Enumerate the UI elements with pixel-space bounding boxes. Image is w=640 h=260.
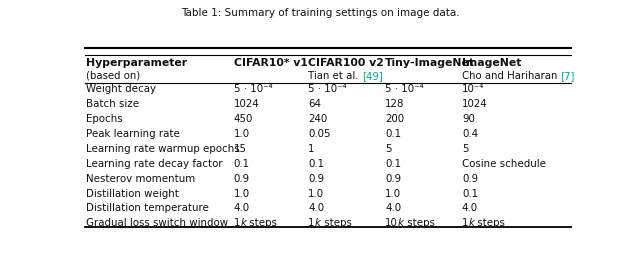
Text: Distillation temperature: Distillation temperature bbox=[86, 204, 209, 213]
Text: 0.9: 0.9 bbox=[234, 174, 250, 184]
Text: 1.0: 1.0 bbox=[234, 129, 250, 139]
Text: 5 · 10⁻⁴: 5 · 10⁻⁴ bbox=[234, 84, 273, 94]
Text: Tian et al.: Tian et al. bbox=[308, 71, 362, 81]
Text: Batch size: Batch size bbox=[86, 99, 139, 109]
Text: CIFAR100 v2: CIFAR100 v2 bbox=[308, 58, 384, 68]
Text: 5: 5 bbox=[462, 144, 468, 154]
Text: Peak learning rate: Peak learning rate bbox=[86, 129, 180, 139]
Text: 1024: 1024 bbox=[234, 99, 259, 109]
Text: 15: 15 bbox=[234, 144, 247, 154]
Text: steps: steps bbox=[474, 218, 505, 228]
Text: [7]: [7] bbox=[561, 71, 575, 81]
Text: 1: 1 bbox=[234, 218, 240, 228]
Text: 90: 90 bbox=[462, 114, 475, 124]
Text: k: k bbox=[240, 218, 246, 228]
Text: 0.1: 0.1 bbox=[385, 159, 401, 169]
Text: 1.0: 1.0 bbox=[308, 188, 324, 199]
Text: 240: 240 bbox=[308, 114, 328, 124]
Text: CIFAR10* v1: CIFAR10* v1 bbox=[234, 58, 308, 68]
Text: 4.0: 4.0 bbox=[385, 204, 401, 213]
Text: 0.1: 0.1 bbox=[385, 129, 401, 139]
Text: 1.0: 1.0 bbox=[385, 188, 401, 199]
Text: 10⁻⁴: 10⁻⁴ bbox=[462, 84, 484, 94]
Text: Cosine schedule: Cosine schedule bbox=[462, 159, 546, 169]
Text: Learning rate decay factor: Learning rate decay factor bbox=[86, 159, 223, 169]
Text: steps: steps bbox=[321, 218, 351, 228]
Text: steps: steps bbox=[246, 218, 277, 228]
Text: 450: 450 bbox=[234, 114, 253, 124]
Text: 0.1: 0.1 bbox=[308, 159, 324, 169]
Text: 0.4: 0.4 bbox=[462, 129, 478, 139]
Text: k: k bbox=[468, 218, 474, 228]
Text: k: k bbox=[398, 218, 404, 228]
Text: 1024: 1024 bbox=[462, 99, 488, 109]
Text: 1: 1 bbox=[308, 144, 315, 154]
Text: Nesterov momentum: Nesterov momentum bbox=[86, 174, 195, 184]
Text: 0.9: 0.9 bbox=[462, 174, 478, 184]
Text: [49]: [49] bbox=[362, 71, 383, 81]
Text: 10: 10 bbox=[385, 218, 398, 228]
Text: 0.9: 0.9 bbox=[308, 174, 324, 184]
Text: 0.9: 0.9 bbox=[385, 174, 401, 184]
Text: Hyperparameter: Hyperparameter bbox=[86, 58, 187, 68]
Text: Gradual loss switch window: Gradual loss switch window bbox=[86, 218, 228, 228]
Text: k: k bbox=[315, 218, 321, 228]
Text: ImageNet: ImageNet bbox=[462, 58, 522, 68]
Text: Cho and Hariharan: Cho and Hariharan bbox=[462, 71, 561, 81]
Text: 0.05: 0.05 bbox=[308, 129, 331, 139]
Text: 4.0: 4.0 bbox=[234, 204, 250, 213]
Text: 0.1: 0.1 bbox=[234, 159, 250, 169]
Text: (based on): (based on) bbox=[86, 71, 140, 81]
Text: 4.0: 4.0 bbox=[462, 204, 478, 213]
Text: 5: 5 bbox=[385, 144, 392, 154]
Text: 200: 200 bbox=[385, 114, 404, 124]
Text: Learning rate warmup epochs: Learning rate warmup epochs bbox=[86, 144, 239, 154]
Text: 1: 1 bbox=[462, 218, 468, 228]
Text: Epochs: Epochs bbox=[86, 114, 123, 124]
Text: 4.0: 4.0 bbox=[308, 204, 324, 213]
Text: Table 1: Summary of training settings on image data.: Table 1: Summary of training settings on… bbox=[180, 8, 460, 18]
Text: Tiny-ImageNet: Tiny-ImageNet bbox=[385, 58, 475, 68]
Text: Weight decay: Weight decay bbox=[86, 84, 156, 94]
Text: 0.1: 0.1 bbox=[462, 188, 478, 199]
Text: 1: 1 bbox=[308, 218, 315, 228]
Text: 5 · 10⁻⁴: 5 · 10⁻⁴ bbox=[385, 84, 424, 94]
Text: 5 · 10⁻⁴: 5 · 10⁻⁴ bbox=[308, 84, 347, 94]
Text: 1.0: 1.0 bbox=[234, 188, 250, 199]
Text: 128: 128 bbox=[385, 99, 404, 109]
Text: Distillation weight: Distillation weight bbox=[86, 188, 179, 199]
Text: steps: steps bbox=[404, 218, 435, 228]
Text: 64: 64 bbox=[308, 99, 321, 109]
